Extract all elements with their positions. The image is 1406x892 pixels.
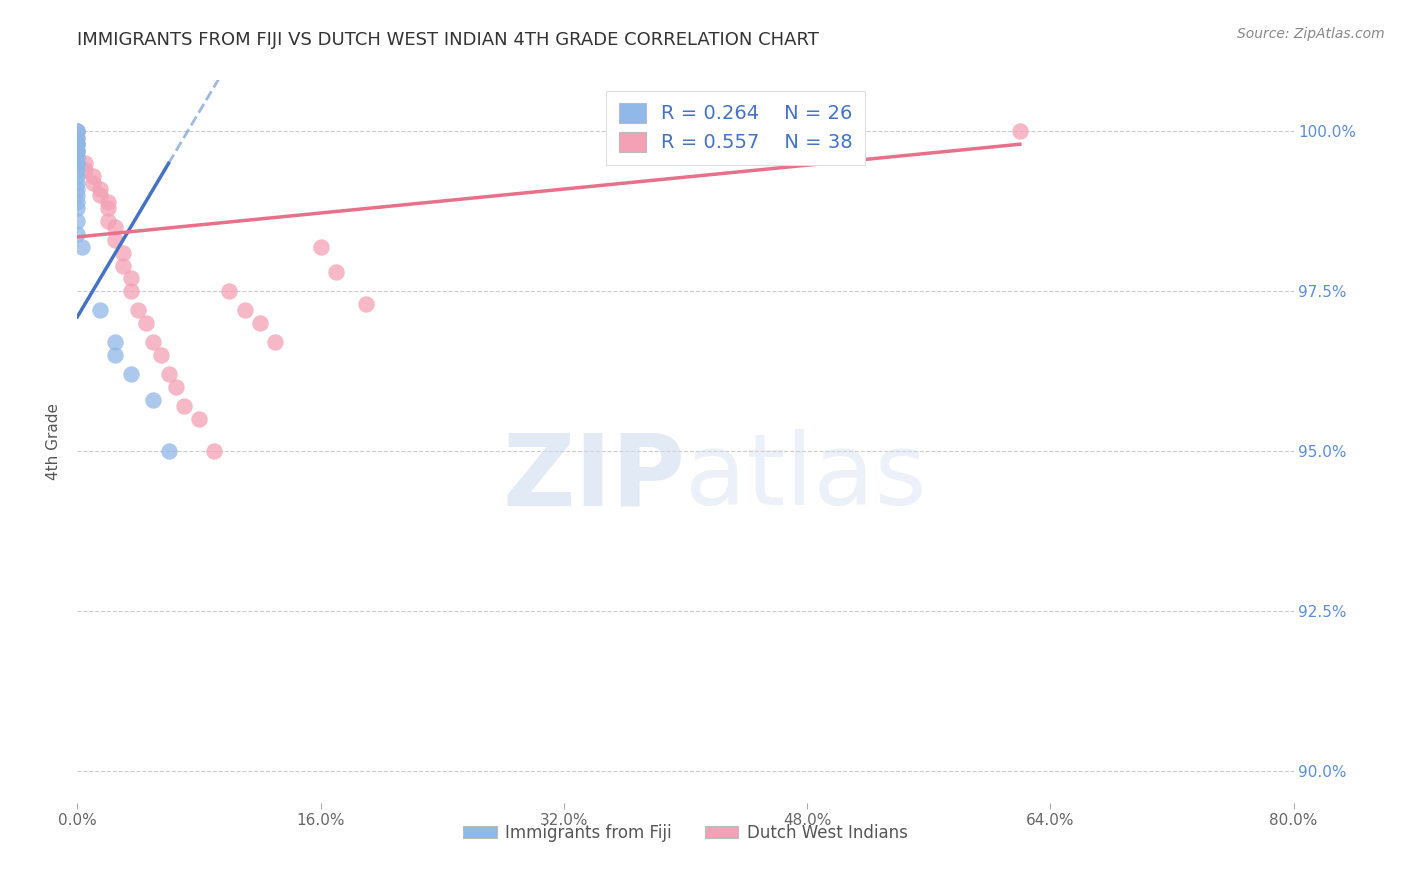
- Point: [149, 348, 172, 362]
- Point: [173, 400, 195, 414]
- Point: [70, 239, 93, 253]
- Point: [188, 412, 211, 426]
- Point: [66, 131, 89, 145]
- Point: [120, 368, 142, 382]
- Point: [66, 124, 89, 138]
- Point: [66, 201, 89, 215]
- Point: [89, 188, 111, 202]
- Point: [66, 137, 89, 152]
- Point: [111, 246, 134, 260]
- Point: [66, 137, 89, 152]
- Point: [157, 444, 180, 458]
- Point: [142, 335, 165, 350]
- Point: [165, 380, 187, 394]
- Point: [66, 144, 89, 158]
- Point: [97, 201, 120, 215]
- Legend: Immigrants from Fiji, Dutch West Indians: Immigrants from Fiji, Dutch West Indians: [457, 817, 914, 848]
- Point: [249, 316, 271, 330]
- Point: [104, 233, 127, 247]
- Point: [66, 169, 89, 184]
- Point: [66, 144, 89, 158]
- Point: [66, 162, 89, 177]
- Point: [66, 188, 89, 202]
- Point: [66, 156, 89, 170]
- Point: [66, 150, 89, 164]
- Point: [66, 137, 89, 152]
- Point: [89, 182, 111, 196]
- Point: [1008, 124, 1031, 138]
- Point: [309, 239, 332, 253]
- Point: [97, 214, 120, 228]
- Point: [66, 150, 89, 164]
- Text: ZIP: ZIP: [502, 429, 686, 526]
- Text: Source: ZipAtlas.com: Source: ZipAtlas.com: [1237, 27, 1385, 41]
- Point: [66, 156, 89, 170]
- Point: [120, 271, 142, 285]
- Text: IMMIGRANTS FROM FIJI VS DUTCH WEST INDIAN 4TH GRADE CORRELATION CHART: IMMIGRANTS FROM FIJI VS DUTCH WEST INDIA…: [77, 31, 820, 49]
- Point: [66, 227, 89, 241]
- Point: [104, 335, 127, 350]
- Y-axis label: 4th Grade: 4th Grade: [46, 403, 62, 480]
- Point: [135, 316, 157, 330]
- Point: [354, 297, 377, 311]
- Point: [66, 131, 89, 145]
- Point: [127, 303, 149, 318]
- Point: [97, 194, 120, 209]
- Point: [66, 156, 89, 170]
- Point: [82, 176, 104, 190]
- Point: [218, 285, 240, 299]
- Point: [66, 124, 89, 138]
- Point: [325, 265, 347, 279]
- Point: [73, 156, 96, 170]
- Point: [120, 285, 142, 299]
- Point: [264, 335, 287, 350]
- Point: [66, 194, 89, 209]
- Point: [73, 162, 96, 177]
- Point: [66, 182, 89, 196]
- Point: [157, 368, 180, 382]
- Point: [202, 444, 225, 458]
- Point: [66, 214, 89, 228]
- Text: atlas: atlas: [686, 429, 927, 526]
- Point: [89, 303, 111, 318]
- Point: [82, 169, 104, 184]
- Point: [104, 348, 127, 362]
- Point: [142, 392, 165, 407]
- Point: [66, 124, 89, 138]
- Point: [66, 176, 89, 190]
- Point: [233, 303, 256, 318]
- Point: [104, 220, 127, 235]
- Point: [66, 144, 89, 158]
- Point: [111, 259, 134, 273]
